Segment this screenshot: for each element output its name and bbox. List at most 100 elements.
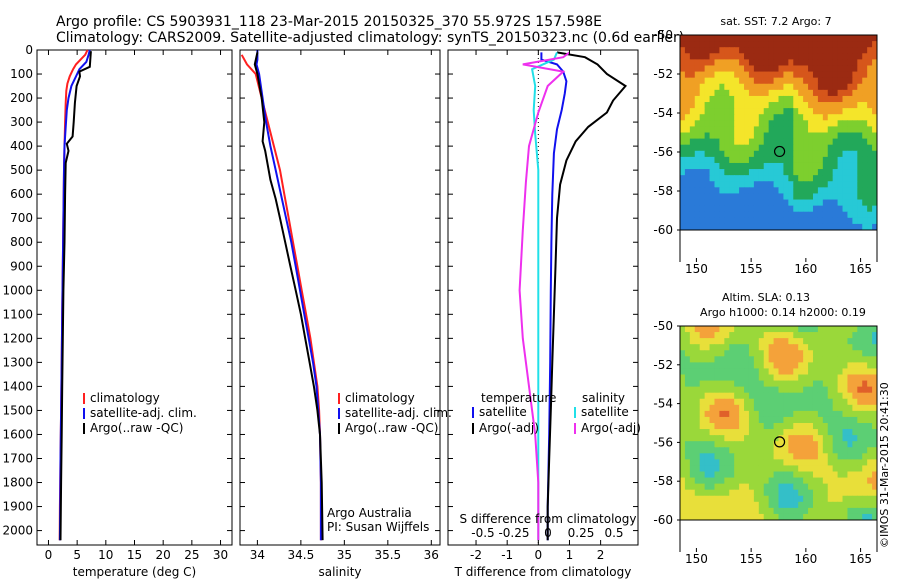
map-x-tick-label: 150 [685,262,708,276]
y-tick-label: 1200 [2,331,33,345]
x-tick-label: 25 [184,548,199,562]
x-tick-label: -1 [501,548,513,562]
y-tick-label: 600 [10,187,33,201]
x-tick-label: 10 [98,548,113,562]
map-y-tick-label: -56 [653,435,673,449]
x-tick-label-secondary: 0.5 [604,526,623,540]
panel3-series-salinity-argo-adj [518,51,571,541]
x-axis-label: temperature (deg C) [73,565,196,579]
sst-map [680,35,878,231]
panel2-series-argo-raw-qc [253,52,324,541]
map-y-tick-label: -56 [653,145,673,159]
map-x-tick-label: 160 [794,552,817,566]
y-tick-label: 1900 [2,500,33,514]
panel-frame-3 [447,49,639,546]
map-y-tick-label: -50 [653,319,673,333]
temperature-panel-legend-label: Argo(..raw -QC) [90,421,183,435]
x-tick-label: 34.5 [288,548,315,562]
salinity-panel-legend-label: climatology [345,391,415,405]
x-tick-label: 35 [337,548,352,562]
x-tick-label-secondary: 0 [544,526,552,540]
y-tick-label: 400 [10,139,33,153]
y-tick-label: 1500 [2,403,33,417]
argo-position-marker [773,145,786,158]
diff-legend-label: Argo(-adj) [479,421,539,435]
map-y-tick-label: -58 [653,184,673,198]
map-y-tick-label: -54 [653,397,673,411]
x-axis-label: T difference from climatology [454,565,632,579]
x-tick-label: 0 [535,548,543,562]
salinity-panel-legend-label: Argo(..raw -QC) [345,421,438,435]
map-y-tick-label: -50 [653,28,673,42]
y-tick-label: 900 [10,259,33,273]
map-x-tick-label: 150 [685,552,708,566]
map-frame [679,34,878,231]
x-tick-label-secondary: -0.5 [471,526,494,540]
y-tick-label: 500 [10,163,33,177]
map-y-tick-label: -60 [653,223,673,237]
salinity-panel-legend-label: satellite-adj. clim. [345,406,452,420]
map-y-tick-label: -54 [653,106,673,120]
panel3-series-salinity-satellite [530,52,558,541]
diff-legend-label: Argo(-adj) [581,421,641,435]
copyright-credit: ©IMOS 31-Mar-2015 20:41:30 [878,382,891,548]
y-tick-label: 300 [10,115,33,129]
y-tick-label: 1000 [2,283,33,297]
x-tick-label: 15 [127,548,142,562]
diff-legend-title-salinity: salinity [582,391,625,405]
y-tick-label: 0 [25,43,33,57]
map-y-tick-label: -52 [653,67,673,81]
map-frame [679,325,878,521]
y-tick-label: 200 [10,91,33,105]
map-y-tick-label: -52 [653,358,673,372]
x-tick-label-secondary: -0.25 [498,526,529,540]
sla-map [680,326,878,521]
x-axis-label-secondary: S difference from climatology [460,512,637,526]
x-tick-label: 20 [156,548,171,562]
temperature-panel-legend-label: climatology [90,391,160,405]
y-tick-label: 1400 [2,379,33,393]
y-tick-label: 2000 [2,524,33,538]
x-tick-label: 30 [213,548,228,562]
map-x-tick-label: 160 [794,262,817,276]
diff-legend-title-temperature: temperature [481,391,556,405]
temperature-panel-legend-label: satellite-adj. clim. [90,406,197,420]
x-tick-label-secondary: 0.25 [568,526,595,540]
map-y-tick-label: -58 [653,474,673,488]
y-tick-label: 1700 [2,451,33,465]
map-x-tick-label: 165 [849,552,872,566]
x-tick-label: -2 [470,548,482,562]
x-tick-label: 36 [424,548,439,562]
map-y-tick-label: -60 [653,513,673,527]
map-x-tick-label: 155 [740,262,763,276]
argo-annotation-line: PI: Susan Wijffels [327,520,429,534]
panel-frame-1 [36,49,233,546]
panel-frame-2 [239,49,441,546]
sla-map-title-line2: Argo h1000: 0.14 h2000: 0.19 [700,306,866,319]
profile-header: Argo profile: CS 5903931_118 23-Mar-2015… [56,14,603,30]
y-tick-label: 1600 [2,427,33,441]
map-x-tick-label: 165 [849,262,872,276]
y-tick-label: 700 [10,211,33,225]
x-tick-label: 34 [250,548,265,562]
sst-map-title: sat. SST: 7.2 Argo: 7 [720,15,831,28]
panel2-series-satellite-adj-clim [255,50,322,541]
y-tick-label: 800 [10,235,33,249]
x-tick-label: 2 [597,548,605,562]
x-tick-label: 0 [45,548,53,562]
panel1-series-argo-raw-qc [59,51,92,541]
map-x-tick-label: 155 [740,552,763,566]
sla-map-title-line1: Altim. SLA: 0.13 [722,291,810,304]
y-tick-label: 1300 [2,355,33,369]
y-tick-label: 1100 [2,307,33,321]
climatology-header: Climatology: CARS2009. Satellite-adjuste… [56,30,685,46]
argo-position-marker [773,436,786,448]
x-tick-label: 1 [566,548,574,562]
y-tick-label: 1800 [2,476,33,490]
panel3-series-temperature-argo-adj [546,51,628,541]
x-tick-label: 35.5 [374,548,401,562]
x-tick-label: 5 [73,548,81,562]
y-tick-label: 100 [10,67,33,81]
diff-legend-label: satellite [581,405,629,419]
